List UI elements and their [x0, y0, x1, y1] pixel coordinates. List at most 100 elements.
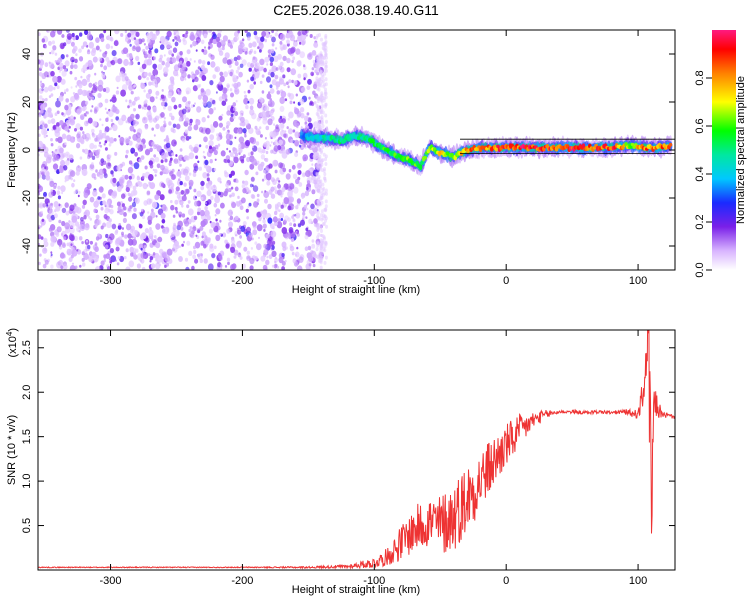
- noise-blob: [235, 99, 238, 103]
- noise-blob: [247, 258, 250, 262]
- noise-blob: [70, 177, 73, 181]
- noise-blob: [226, 257, 231, 262]
- noise-blob: [137, 75, 142, 80]
- noise-blob: [297, 170, 302, 175]
- noise-blob: [230, 170, 235, 176]
- noise-blob: [249, 163, 255, 170]
- noise-blob: [226, 139, 231, 145]
- noise-blob: [50, 143, 54, 147]
- noise-blob: [43, 134, 47, 139]
- noise-blob: [92, 120, 98, 127]
- noise-blob: [303, 204, 308, 209]
- noise-blob: [104, 244, 109, 249]
- noise-blob: [58, 62, 64, 69]
- noise-blob: [169, 45, 172, 49]
- noise-blob: [61, 220, 66, 227]
- noise-blob: [208, 107, 214, 115]
- noise-blob: [208, 140, 214, 147]
- noise-blob: [172, 39, 175, 42]
- noise-blob: [154, 48, 159, 54]
- y-multiplier: (x104): [5, 328, 19, 358]
- noise-blob: [148, 88, 153, 95]
- noise-blob: [248, 189, 251, 194]
- noise-blob: [115, 116, 119, 121]
- noise-blob: [322, 213, 325, 218]
- noise-blob: [261, 190, 264, 194]
- noise-blob: [273, 123, 276, 126]
- noise-blob: [173, 36, 177, 40]
- noise-blob: [108, 137, 115, 144]
- noise-blob: [70, 96, 76, 103]
- y-multiplier-exp: 4: [5, 331, 14, 336]
- noise-blob: [301, 39, 306, 45]
- noise-blob: [215, 234, 221, 242]
- noise-blob: [313, 121, 319, 129]
- noise-blob: [293, 186, 299, 194]
- noise-blob: [204, 159, 209, 166]
- noise-blob: [319, 105, 321, 108]
- noise-blob: [82, 262, 86, 267]
- noise-blob: [110, 255, 116, 263]
- noise-blob: [270, 141, 273, 144]
- noise-blob: [132, 100, 136, 106]
- noise-blob: [141, 232, 147, 240]
- noise-blob: [81, 204, 86, 209]
- noise-blob: [201, 48, 205, 53]
- noise-blob: [88, 255, 94, 263]
- noise-blob: [135, 113, 140, 120]
- noise-blob: [44, 123, 48, 129]
- noise-blob: [194, 258, 199, 264]
- noise-blob: [104, 107, 107, 111]
- noise-blob: [249, 105, 254, 110]
- noise-blob: [93, 200, 99, 208]
- noise-blob: [120, 33, 124, 37]
- noise-blob: [263, 67, 267, 73]
- noise-blob: [101, 193, 106, 199]
- noise-blob: [319, 213, 323, 218]
- noise-blob: [291, 79, 294, 84]
- noise-blob: [280, 194, 283, 198]
- noise-blob: [260, 216, 263, 220]
- noise-blob: [288, 169, 292, 173]
- noise-blob: [180, 201, 183, 205]
- noise-blob: [71, 59, 75, 63]
- noise-blob: [135, 42, 140, 48]
- noise-blob: [38, 234, 42, 240]
- noise-blob: [230, 246, 236, 253]
- noise-blob: [266, 76, 271, 83]
- noise-blob: [55, 100, 61, 108]
- noise-blob: [301, 196, 304, 199]
- noise-blob: [95, 169, 98, 173]
- noise-blob: [325, 119, 328, 124]
- noise-blob: [64, 91, 66, 95]
- noise-blob: [194, 200, 199, 207]
- noise-blob: [121, 227, 124, 230]
- colorbar-tick-label: 0.8: [694, 70, 706, 85]
- noise-blob: [159, 54, 163, 59]
- noise-blob: [208, 53, 212, 58]
- noise-blob: [236, 76, 239, 79]
- noise-blob: [49, 206, 53, 210]
- noise-blob: [207, 46, 211, 50]
- noise-blob: [169, 51, 172, 55]
- noise-blob: [147, 211, 150, 214]
- noise-blob: [187, 200, 191, 204]
- noise-blob: [208, 41, 211, 45]
- noise-blob: [146, 190, 151, 195]
- noise-blob: [312, 180, 315, 184]
- noise-blob: [251, 145, 254, 149]
- noise-blob: [75, 85, 78, 88]
- noise-blob: [87, 59, 93, 67]
- noise-blob: [105, 201, 110, 207]
- noise-blob: [100, 63, 103, 68]
- noise-blob: [123, 58, 129, 67]
- noise-blob: [196, 190, 202, 197]
- noise-blob: [197, 160, 200, 164]
- noise-blob: [176, 55, 180, 60]
- noise-blob: [64, 60, 70, 67]
- noise-blob: [261, 178, 265, 182]
- noise-blob: [253, 50, 257, 55]
- noise-blob: [145, 45, 149, 50]
- noise-blob: [305, 170, 311, 178]
- noise-blob: [136, 136, 142, 143]
